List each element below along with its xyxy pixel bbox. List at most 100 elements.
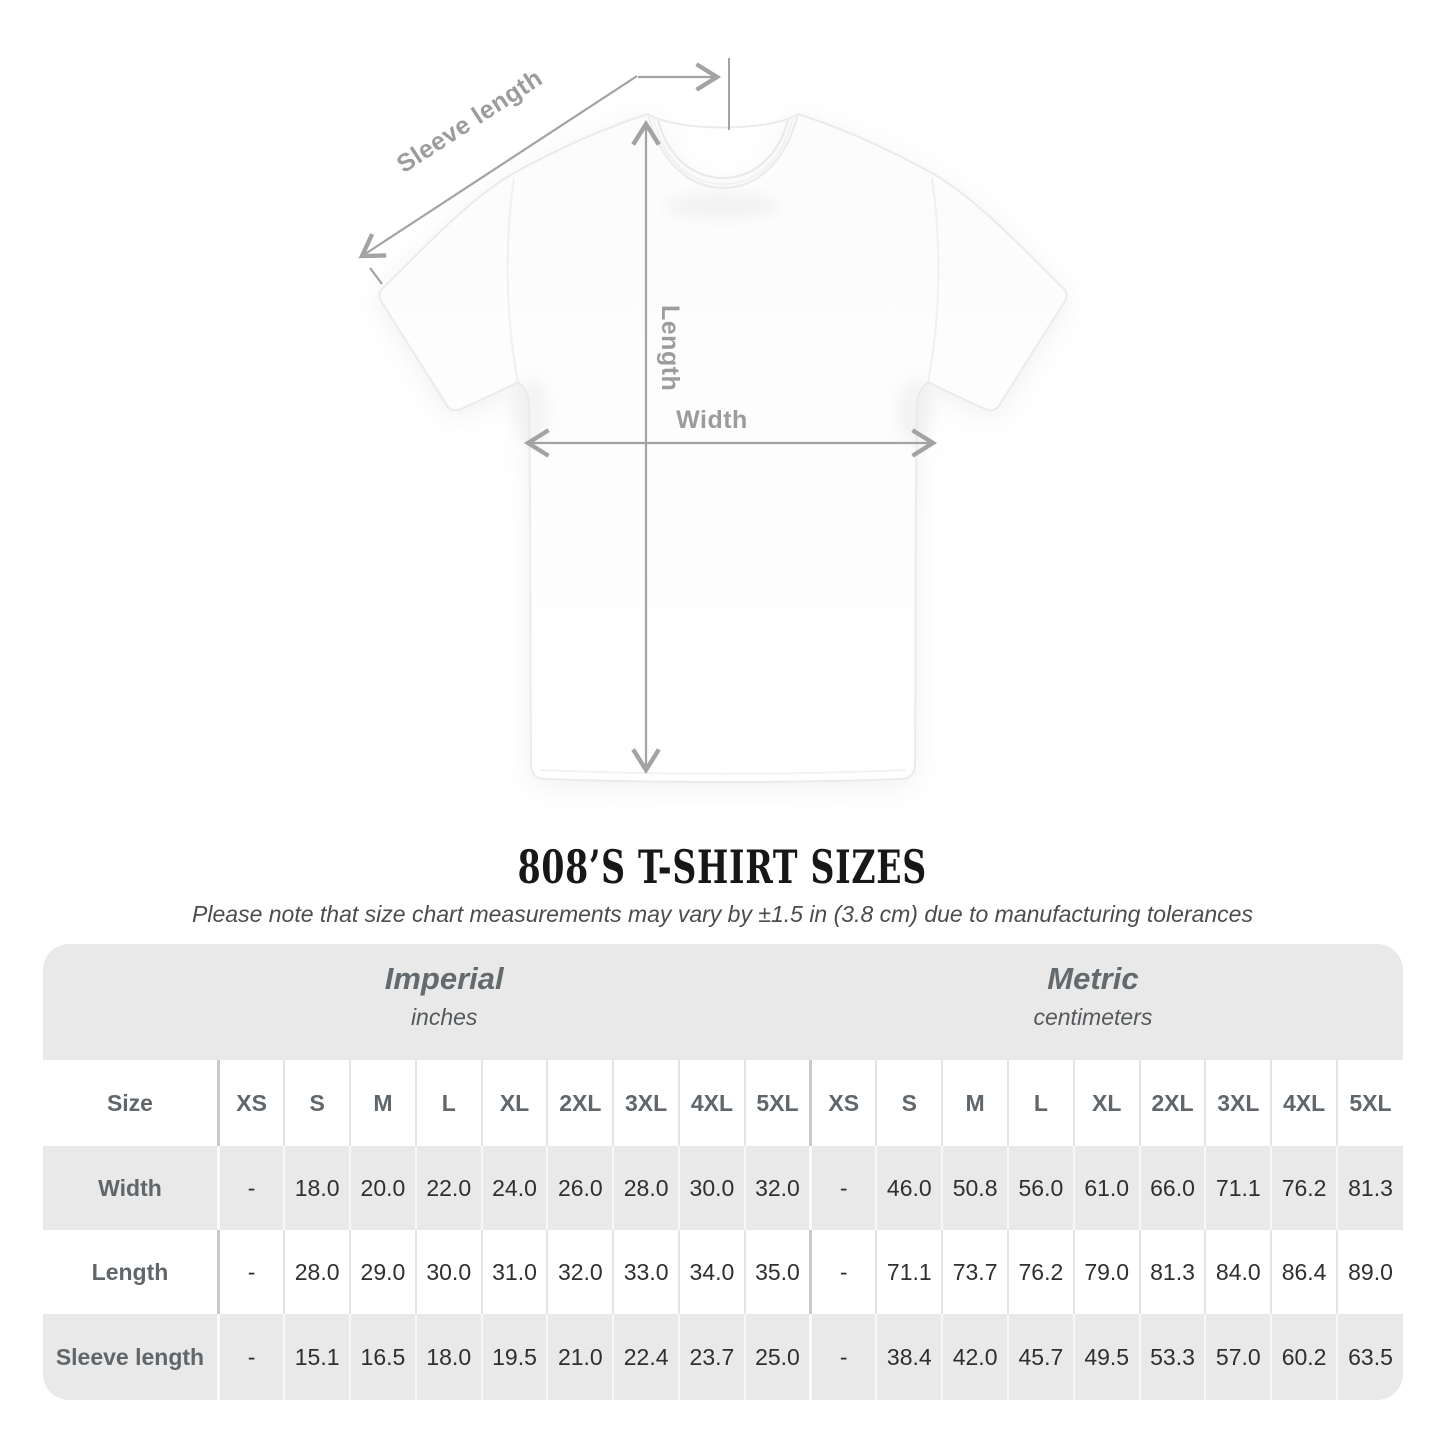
size-col-header-metric-xl: XL [1072,1060,1140,1146]
value-metric-4xl: 86.4 [1270,1230,1337,1314]
sleeve-length-label: Sleeve length [392,64,548,179]
unit-group-imperial: Imperial inches [385,958,504,1034]
size-table-card: Imperial inches Metric centimeters Size X… [43,944,1403,1400]
collar-shadow [665,193,781,219]
collar-back-line [647,113,799,129]
value-metric-5xl: 81.3 [1335,1146,1403,1230]
page-title-text: 808’S T-SHIRT SIZES [517,840,928,894]
size-col-header-imperial-4xl: 4XL [678,1060,745,1146]
value-metric-xs: - [809,1146,877,1230]
value-imperial-s: 28.0 [283,1230,351,1314]
collar-rib-seam [652,116,794,185]
value-metric-xl: 79.0 [1072,1230,1140,1314]
size-col-header-imperial-s: S [283,1060,351,1146]
value-imperial-4xl: 30.0 [678,1146,745,1230]
metric-unit-label: centimeters [1033,1003,1153,1030]
imperial-unit-label: inches [410,1003,478,1030]
value-imperial-m: 16.5 [349,1314,416,1400]
size-col-header-metric-s: S [875,1060,943,1146]
tshirt-graphic [378,113,1068,783]
value-metric-3xl: 71.1 [1204,1146,1272,1230]
size-col-header-imperial-5xl: 5XL [743,1060,811,1146]
measure-label: Length [91,1258,169,1285]
value-imperial-5xl: 32.0 [743,1146,811,1230]
size-col-header-metric-5xl: 5XL [1335,1060,1403,1146]
hem-seam [539,769,907,775]
unit-header-band: Imperial inches Metric centimeters [43,944,1403,1060]
value-metric-3xl: 57.0 [1204,1314,1272,1400]
value-imperial-xl: 19.5 [480,1314,548,1400]
width-label: Width [676,406,748,434]
value-metric-5xl: 63.5 [1335,1314,1403,1400]
unit-group-metric: Metric centimeters [1033,958,1152,1034]
sleeve-length-arrow-tail [369,267,383,285]
size-col-header-imperial-xl: XL [480,1060,548,1146]
value-imperial-l: 22.0 [414,1146,482,1230]
value-imperial-s: 15.1 [283,1314,351,1400]
page-title: 808’S T-SHIRT SIZES [0,842,1445,893]
left-armhole-seam [506,177,519,383]
value-imperial-2xl: 21.0 [546,1314,614,1400]
value-imperial-3xl: 28.0 [612,1146,680,1230]
value-imperial-3xl: 22.4 [612,1314,680,1400]
size-col-header-metric-xs: XS [809,1060,877,1146]
measure-row-width: Width -18.0 20.0 22.0 24.0 26.0 28.0 30.0 32.0-4… [43,1146,1403,1230]
value-imperial-xl: 31.0 [480,1230,548,1314]
value-metric-s: 38.4 [875,1314,943,1400]
value-metric-m: 42.0 [941,1314,1008,1400]
size-col-header-imperial-2xl: 2XL [546,1060,614,1146]
value-metric-4xl: 76.2 [1270,1146,1337,1230]
value-metric-2xl: 53.3 [1138,1314,1206,1400]
value-imperial-xl: 24.0 [480,1146,548,1230]
size-col-header-metric-3xl: 3XL [1204,1060,1272,1146]
value-metric-l: 45.7 [1007,1314,1074,1400]
value-metric-l: 56.0 [1007,1146,1074,1230]
size-table: Size XS S M L XL 2XL 3XL 4XL 5XL XS S M L XL 2XL 3XL 4XL 5… [43,1060,1403,1400]
size-col-header-imperial-xs: XS [216,1060,285,1146]
value-metric-m: 50.8 [941,1146,1008,1230]
value-metric-xs: - [809,1314,877,1400]
left-armpit-shadow [516,378,548,446]
value-imperial-4xl: 34.0 [678,1230,745,1314]
measure-label: Sleeve length [55,1343,205,1370]
size-col-header-imperial-l: L [414,1060,482,1146]
value-imperial-5xl: 35.0 [743,1230,811,1314]
value-imperial-2xl: 26.0 [546,1146,614,1230]
value-imperial-2xl: 32.0 [546,1230,614,1314]
value-metric-xs: - [809,1230,877,1314]
right-armhole-seam [927,177,940,383]
value-imperial-xs: - [216,1146,285,1230]
page-subtitle: Please note that size chart measurements… [192,901,1253,927]
measure-row-length: Length -28.0 29.0 30.0 31.0 32.0 33.0 34.0 35.0-… [43,1230,1403,1314]
tshirt-diagram: Sleeve length Length Width [358,58,1068,783]
imperial-label: Imperial [384,961,504,996]
size-col-header-metric-4xl: 4XL [1270,1060,1337,1146]
value-imperial-s: 18.0 [283,1146,351,1230]
collar-rib-inner [657,119,789,180]
right-armpit-shadow [898,378,930,446]
value-metric-xl: 49.5 [1072,1314,1140,1400]
size-header-cell: Size [106,1089,153,1116]
value-metric-2xl: 66.0 [1138,1146,1206,1230]
size-col-header-metric-2xl: 2XL [1138,1060,1206,1146]
value-imperial-m: 29.0 [349,1230,416,1314]
value-metric-l: 76.2 [1007,1230,1074,1314]
value-imperial-xs: - [216,1314,285,1400]
value-metric-s: 46.0 [875,1146,943,1230]
value-imperial-5xl: 25.0 [743,1314,811,1400]
value-metric-3xl: 84.0 [1204,1230,1272,1314]
value-imperial-4xl: 23.7 [678,1314,745,1400]
size-col-header-imperial-3xl: 3XL [612,1060,680,1146]
measure-row-sleeve-length: Sleeve length -15.1 16.5 18.0 19.5 21.0 22.4 23… [43,1314,1403,1400]
value-metric-5xl: 89.0 [1335,1230,1403,1314]
value-imperial-l: 18.0 [414,1314,482,1400]
metric-label: Metric [1047,961,1139,996]
size-header-row: Size XS S M L XL 2XL 3XL 4XL 5XL XS S M L XL 2XL 3XL 4XL 5… [43,1060,1403,1146]
value-metric-s: 71.1 [875,1230,943,1314]
value-metric-2xl: 81.3 [1138,1230,1206,1314]
measure-label: Width [98,1174,162,1201]
size-col-header-metric-m: M [941,1060,1008,1146]
size-col-header-imperial-m: M [349,1060,416,1146]
value-imperial-l: 30.0 [414,1230,482,1314]
